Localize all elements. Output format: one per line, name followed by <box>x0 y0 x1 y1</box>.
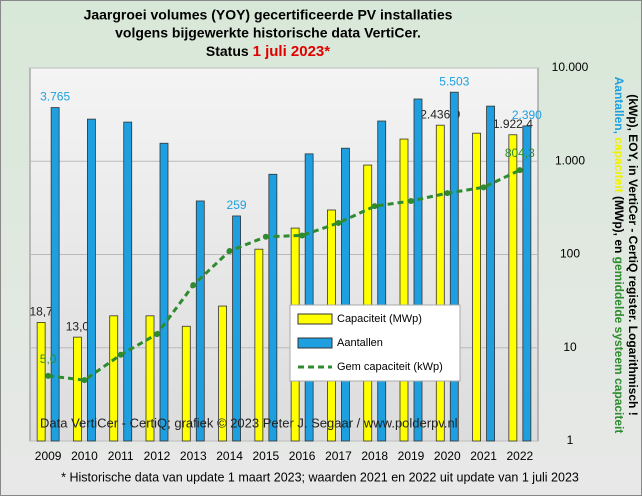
data-label: 804,3 <box>505 146 535 160</box>
data-label: 2.390 <box>512 108 542 122</box>
bar <box>159 142 169 442</box>
line-marker <box>516 167 523 174</box>
data-label: 13,0 <box>66 319 90 333</box>
x-tick-label: 2013 <box>180 449 207 463</box>
x-tick-label: 2011 <box>108 449 134 463</box>
bar <box>87 118 96 442</box>
y-tick-label: 100 <box>560 247 580 261</box>
line-marker <box>81 377 88 384</box>
chart-title: Jaargroei volumes (YOY) gecertificeerde … <box>84 7 453 23</box>
bar <box>363 164 373 442</box>
y-axis-label: (kWp), EOY, in VertiCer - CertiQ registe… <box>626 94 640 415</box>
y-tick-label: 1 <box>567 433 574 447</box>
x-tick-label: 2014 <box>216 449 243 463</box>
y-axis-label-part: Aantallen, <box>612 77 626 138</box>
bar <box>232 215 241 442</box>
legend-label: Gem capaciteit (kWp) <box>337 361 443 373</box>
bar <box>145 315 155 442</box>
x-tick-label: 2012 <box>144 449 171 463</box>
bar <box>449 91 459 442</box>
footnote: * Historische data van update 1 maart 20… <box>61 470 579 484</box>
x-tick-label: 2017 <box>325 449 352 463</box>
bar <box>123 121 133 442</box>
bar <box>36 322 46 442</box>
legend-label: Capaciteit (MWp) <box>337 313 422 325</box>
bar <box>218 305 227 442</box>
data-label: 3.765 <box>40 90 70 104</box>
y-axis-label-part: capaciteit <box>612 137 626 196</box>
bar <box>304 153 314 442</box>
y-axis-label-part: (MWp), en <box>612 196 626 257</box>
y-axis-label-part: gemiddelde systeem capaciteit <box>612 257 626 434</box>
line-marker <box>117 351 124 358</box>
data-label: 18,7 <box>29 305 53 319</box>
legend-swatch <box>297 313 333 325</box>
line-marker <box>371 203 378 210</box>
status-date: 1 juli 2023* <box>253 43 331 60</box>
y-tick-label: 10.000 <box>552 60 589 74</box>
bar <box>109 315 119 442</box>
bar <box>486 105 495 442</box>
bar <box>413 98 423 442</box>
bar <box>377 120 387 442</box>
bar <box>268 173 278 442</box>
y-tick-label: 10 <box>563 340 577 354</box>
x-tick-label: 2020 <box>434 449 461 463</box>
x-tick-label: 2015 <box>253 449 280 463</box>
data-label: 259 <box>227 198 247 212</box>
x-tick-label: 2022 <box>507 449 534 463</box>
chart-title: volgens bijgewerkte historische data Ver… <box>115 25 421 41</box>
x-tick-label: 2016 <box>289 449 316 463</box>
x-tick-label: 2018 <box>361 449 388 463</box>
chart-status: Status 1 juli 2023* <box>206 43 330 60</box>
legend-label: Aantallen <box>337 337 383 349</box>
line-marker <box>154 331 160 338</box>
bar <box>341 147 350 442</box>
y-axis-label: Aantallen, capaciteit (MWp), en gemiddel… <box>612 77 626 434</box>
bar <box>435 124 445 442</box>
line-marker <box>444 190 451 197</box>
line-marker <box>45 372 52 379</box>
line <box>47 168 521 382</box>
line-marker <box>190 282 197 289</box>
x-tick-label: 2019 <box>398 449 425 463</box>
watermark: Data VertiCer - CertiQ; grafiek © 2023 P… <box>40 415 458 430</box>
bar <box>522 125 532 442</box>
x-tick-label: 2010 <box>71 449 98 463</box>
bar <box>181 325 191 442</box>
line-marker <box>299 232 306 239</box>
legend-swatch <box>297 337 333 349</box>
y-tick-label: 1.000 <box>555 153 585 167</box>
bar <box>73 336 82 442</box>
line-marker <box>408 197 414 204</box>
line-marker <box>480 184 487 191</box>
bar <box>472 132 481 442</box>
line-marker <box>335 219 342 226</box>
line-marker <box>226 248 233 255</box>
x-tick-label: 2009 <box>35 449 62 463</box>
bar <box>254 248 264 442</box>
bar <box>195 200 205 442</box>
bar <box>508 134 518 442</box>
bar <box>399 138 409 442</box>
x-tick-label: 2021 <box>470 449 497 463</box>
y-axis-label-part: (kWp), EOY, in VertiCer - CertiQ registe… <box>626 94 640 415</box>
line-marker <box>262 233 269 240</box>
status-prefix: Status <box>206 43 253 59</box>
bar <box>50 107 60 442</box>
data-label: 5.503 <box>439 74 469 88</box>
data-label: 5,0 <box>40 352 57 366</box>
